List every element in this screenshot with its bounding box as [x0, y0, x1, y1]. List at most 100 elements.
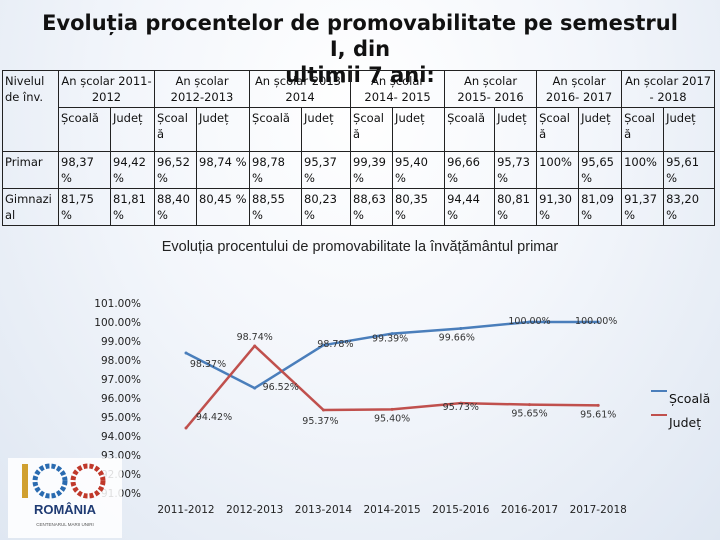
county-subheader: Județ	[392, 107, 446, 152]
data-label: 98.78%	[317, 339, 353, 350]
county-subheader: Județ	[301, 107, 352, 152]
data-point	[321, 343, 325, 347]
y-tick-label: 101.00%	[94, 298, 141, 310]
y-tick-label: 94.00%	[101, 431, 141, 443]
year-header: An școlar 2015- 2016	[444, 70, 538, 108]
data-point	[390, 407, 394, 411]
school-subheader: Școal ă	[621, 107, 665, 152]
table-cell: 81,81 %	[109, 188, 156, 226]
chart-title: Evoluția procentului de promovabilitate …	[161, 239, 559, 255]
legend-label-county: Județ	[669, 414, 702, 430]
data-point	[596, 320, 600, 324]
data-point	[321, 408, 325, 412]
table-cell: 94,44 %	[444, 188, 496, 226]
table-cell: 98,78 %	[249, 151, 303, 189]
year-header: An școlar 2014- 2015	[350, 70, 446, 108]
centenary-logo: ROMÂNIA CENTENARUL MARII UNIRI	[8, 458, 122, 538]
table-row-gimnazial: Gimnazi al 81,75 % 81,81 % 88,40 % 80,45…	[2, 188, 716, 226]
year-header: An școlar 2012-2013	[154, 70, 251, 108]
table-cell: 95,37 %	[301, 151, 352, 189]
data-label: 96.52%	[263, 382, 299, 393]
county-subheader: Județ	[663, 107, 716, 152]
legend-swatch-school	[651, 390, 667, 392]
data-point	[253, 386, 257, 390]
logo-brand-text: ROMÂNIA	[34, 502, 97, 517]
table-cell: 98,74 %	[196, 151, 251, 189]
legend-item-school: Școală	[651, 386, 710, 410]
table-cell: 96,52 %	[154, 151, 198, 189]
data-label: 100.00%	[508, 316, 550, 327]
school-subheader: Școală	[249, 107, 303, 152]
table-cell: 88,40 %	[154, 188, 198, 226]
chart-legend: Școală Județ	[651, 386, 710, 434]
table-cell: 91,37 %	[621, 188, 665, 226]
legend-swatch-county	[651, 414, 667, 416]
table-cell: 83,20 %	[663, 188, 716, 226]
data-label: 95.40%	[374, 413, 410, 424]
data-label: 94.42%	[196, 412, 232, 423]
row-label: Gimnazi al	[2, 188, 59, 226]
school-subheader: Școal ă	[350, 107, 394, 152]
table-cell: 80,81 %	[494, 188, 538, 226]
year-header: An școlar 2017 - 2018	[621, 70, 716, 108]
county-subheader: Județ	[578, 107, 623, 152]
county-subheader: Județ	[109, 107, 156, 152]
y-tick-label: 100.00%	[94, 317, 141, 329]
data-point	[528, 320, 531, 324]
y-tick-label: 99.00%	[101, 336, 141, 348]
y-tick-label: 96.00%	[101, 393, 141, 405]
data-label: 99.66%	[439, 332, 475, 343]
table-cell: 88,55 %	[249, 188, 303, 226]
year-header: An școlar 2013-2014	[249, 70, 352, 108]
data-point	[390, 332, 394, 336]
x-tick-label: 2016-2017	[501, 504, 558, 516]
data-label: 95.37%	[302, 416, 338, 427]
data-label: 95.61%	[580, 409, 616, 420]
legend-label-school: Școală	[669, 390, 711, 406]
y-tick-label: 97.00%	[101, 374, 141, 386]
county-subheader: Județ	[196, 107, 251, 152]
data-point	[184, 351, 188, 355]
x-tick-label: 2017-2018	[570, 504, 627, 516]
data-label: 95.65%	[511, 409, 547, 420]
table-cell: 80,45 %	[196, 188, 251, 226]
logo-tagline: CENTENARUL MARII UNIRI	[36, 522, 94, 527]
table-subheader-row: Școală Județ Școal ă Județ Școală Județ …	[3, 107, 716, 152]
x-tick-label: 2013-2014	[295, 504, 353, 516]
table-cell: 88,63 %	[350, 188, 394, 226]
data-label: 95.73%	[443, 402, 479, 413]
data-label: 98.37%	[190, 359, 226, 370]
year-header: An școlar 2016- 2017	[536, 70, 623, 108]
table-cell: 98,37 %	[58, 151, 111, 189]
x-tick-label: 2015-2016	[432, 504, 490, 516]
logo-digits-icon	[22, 463, 106, 499]
data-label: 98.74%	[237, 332, 273, 343]
data-point	[253, 344, 257, 348]
legend-item-county: Județ	[651, 410, 710, 434]
data-point	[459, 401, 463, 405]
y-tick-label: 98.00%	[101, 355, 141, 367]
data-point	[184, 426, 188, 430]
x-tick-label: 2012-2013	[226, 504, 283, 516]
data-label: 100.00%	[575, 316, 617, 327]
data-point	[596, 403, 600, 407]
table-cell: 95,40 %	[392, 151, 446, 189]
table-cell: 95,65 %	[578, 151, 623, 189]
level-header: Nivelul de înv.	[2, 70, 59, 152]
table-cell: 95,61 %	[663, 151, 716, 189]
x-tick-label: 2014-2015	[363, 504, 420, 516]
y-tick-label: 95.00%	[101, 412, 141, 424]
table-cell: 81,09 %	[578, 188, 623, 226]
table-cell: 100%	[621, 151, 665, 189]
table-cell: 99,39 %	[350, 151, 394, 189]
x-tick-label: 2011-2012	[157, 504, 214, 516]
table-cell: 80,35 %	[392, 188, 446, 226]
table-cell: 95,73 %	[494, 151, 538, 189]
table-cell: 80,23 %	[301, 188, 352, 226]
school-subheader: Școală	[58, 107, 111, 152]
data-point	[528, 403, 531, 407]
promotion-table: Nivelul de înv. An școlar 2011- 2012 An …	[2, 70, 716, 226]
table-cell: 91,30 %	[536, 188, 580, 226]
data-point	[459, 326, 463, 330]
